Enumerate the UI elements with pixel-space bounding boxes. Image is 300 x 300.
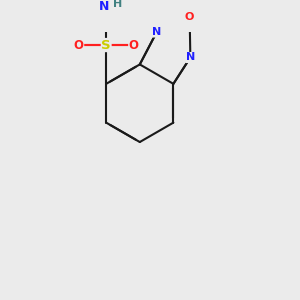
Text: O: O [74, 38, 84, 52]
Text: N: N [152, 27, 161, 37]
Text: S: S [101, 38, 111, 52]
Text: N: N [186, 52, 195, 62]
Text: O: O [185, 12, 194, 22]
Text: N: N [99, 0, 109, 13]
Text: O: O [129, 38, 139, 52]
Text: H: H [113, 0, 122, 9]
